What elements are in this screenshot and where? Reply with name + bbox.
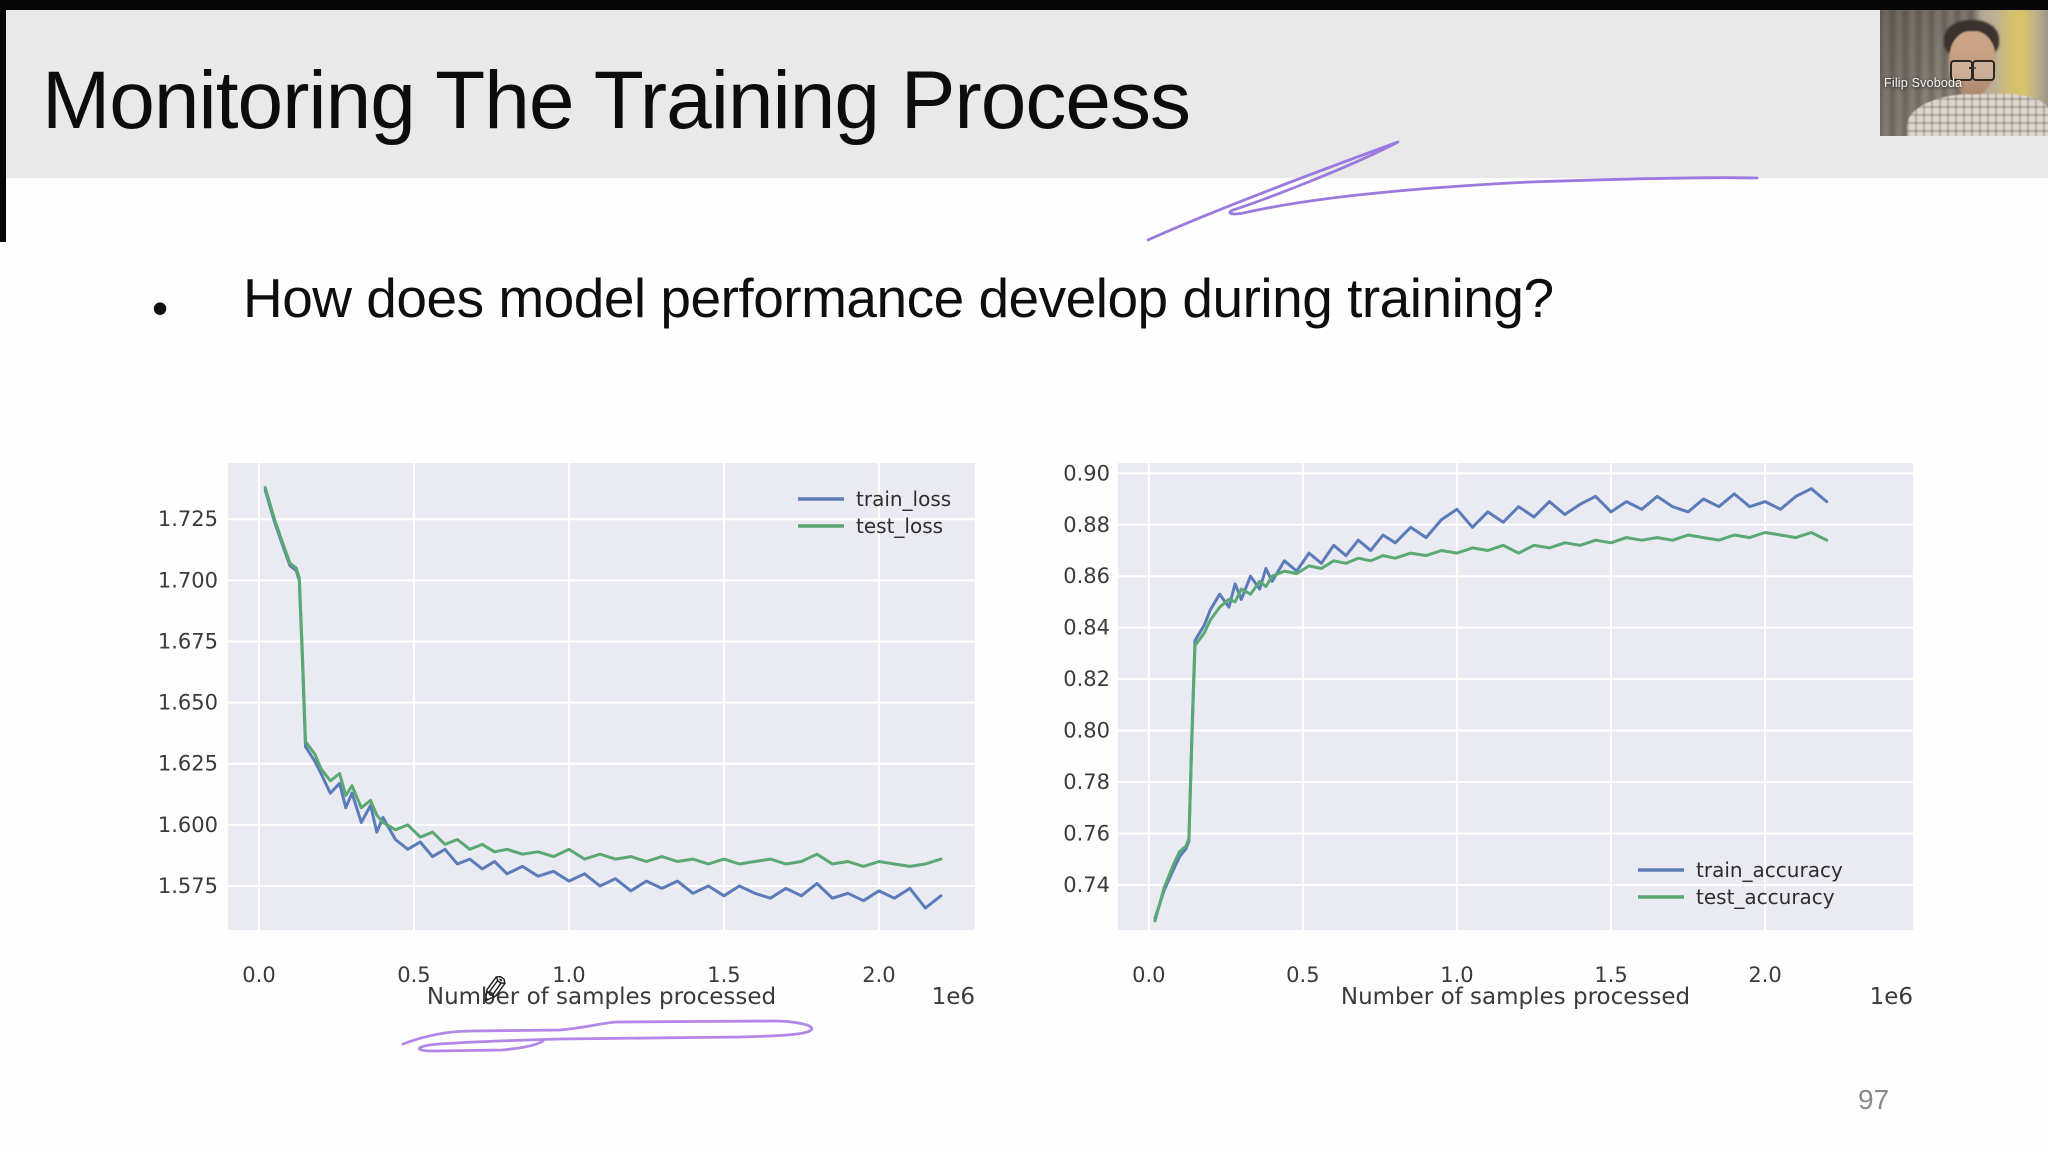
svg-text:0.80: 0.80 (1063, 719, 1110, 743)
svg-text:train_accuracy: train_accuracy (1696, 858, 1843, 882)
webcam-person-glasses (1949, 60, 1996, 81)
svg-text:test_accuracy: test_accuracy (1696, 885, 1835, 909)
svg-text:0.78: 0.78 (1063, 770, 1110, 794)
svg-text:1.0: 1.0 (1440, 963, 1473, 987)
svg-text:0.90: 0.90 (1063, 461, 1110, 485)
svg-text:Number of samples processed: Number of samples processed (427, 984, 776, 1010)
svg-text:0.0: 0.0 (242, 963, 275, 987)
loss-chart: 0.0 0.5 1.0 1.5 2.0 1.725 1.700 1.675 1.650 1.625… (160, 463, 975, 1010)
slide-title: Monitoring The Training Process (42, 55, 1191, 146)
svg-text:0.5: 0.5 (397, 963, 430, 987)
svg-text:train_loss: train_loss (856, 487, 951, 511)
svg-text:1.600: 1.600 (160, 813, 218, 837)
xlabel-underline-scribble (401, 1019, 814, 1053)
svg-text:test_loss: test_loss (856, 514, 943, 538)
svg-text:0.5: 0.5 (1286, 963, 1319, 987)
slide-page-number: 97 (1858, 1084, 1890, 1115)
svg-text:0.86: 0.86 (1063, 564, 1110, 588)
svg-text:0.0: 0.0 (1132, 963, 1165, 987)
svg-text:2.0: 2.0 (1748, 963, 1781, 987)
svg-text:1.575: 1.575 (160, 874, 218, 898)
svg-text:0.74: 0.74 (1063, 873, 1110, 897)
pencil-cursor-icon: ✎ (475, 966, 514, 1015)
svg-text:1e6: 1e6 (1870, 984, 1913, 1010)
letterbox-left-bar (0, 0, 6, 242)
svg-text:0.76: 0.76 (1063, 822, 1110, 846)
svg-text:1.625: 1.625 (160, 752, 218, 776)
svg-text:1.650: 1.650 (160, 691, 218, 715)
svg-text:1e6: 1e6 (932, 984, 975, 1010)
svg-text:2.0: 2.0 (862, 963, 895, 987)
svg-text:1.5: 1.5 (707, 963, 740, 987)
svg-text:0.84: 0.84 (1063, 616, 1110, 640)
webcam-name-label: Filip Svoboda (1884, 76, 1963, 90)
bullet-text: How does model performance develop durin… (243, 267, 1554, 329)
svg-text:0.88: 0.88 (1063, 513, 1110, 537)
webcam-person-shirt (1906, 94, 2048, 136)
slide-title-band: Monitoring The Training Process (0, 10, 2048, 178)
svg-text:1.675: 1.675 (160, 629, 218, 653)
webcam-video-thumbnail: Filip Svoboda (1880, 10, 2048, 136)
svg-text:1.0: 1.0 (552, 963, 585, 987)
svg-text:0.82: 0.82 (1063, 667, 1110, 691)
accuracy-chart: 0.0 0.5 1.0 1.5 2.0 0.90 0.88 0.86 0.84 0.82 0.80 0… (1063, 461, 1913, 1010)
letterbox-top-bar (0, 0, 2048, 10)
svg-text:Number of samples processed: Number of samples processed (1341, 984, 1690, 1010)
bullet-marker: • (152, 282, 169, 334)
svg-text:1.725: 1.725 (160, 507, 218, 531)
svg-text:1.700: 1.700 (160, 568, 218, 592)
svg-text:1.5: 1.5 (1594, 963, 1627, 987)
